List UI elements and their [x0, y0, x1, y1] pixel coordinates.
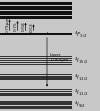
Text: $^4I_{13/2}$: $^4I_{13/2}$ [74, 72, 88, 82]
Text: $^4I_{11/2}$: $^4I_{11/2}$ [74, 87, 88, 97]
Text: Laser
1.064μm: Laser 1.064μm [50, 54, 69, 62]
Text: 0.58: 0.58 [21, 22, 25, 31]
Text: 0.79μm: 0.79μm [5, 17, 9, 33]
Text: $^4F_{3/2}$: $^4F_{3/2}$ [74, 29, 88, 39]
Text: $^4I_{9/2}$: $^4I_{9/2}$ [74, 100, 86, 109]
Text: 0.75: 0.75 [13, 21, 17, 31]
Text: $^4I_{15/2}$: $^4I_{15/2}$ [74, 56, 88, 65]
Text: 0.53: 0.53 [29, 23, 33, 32]
